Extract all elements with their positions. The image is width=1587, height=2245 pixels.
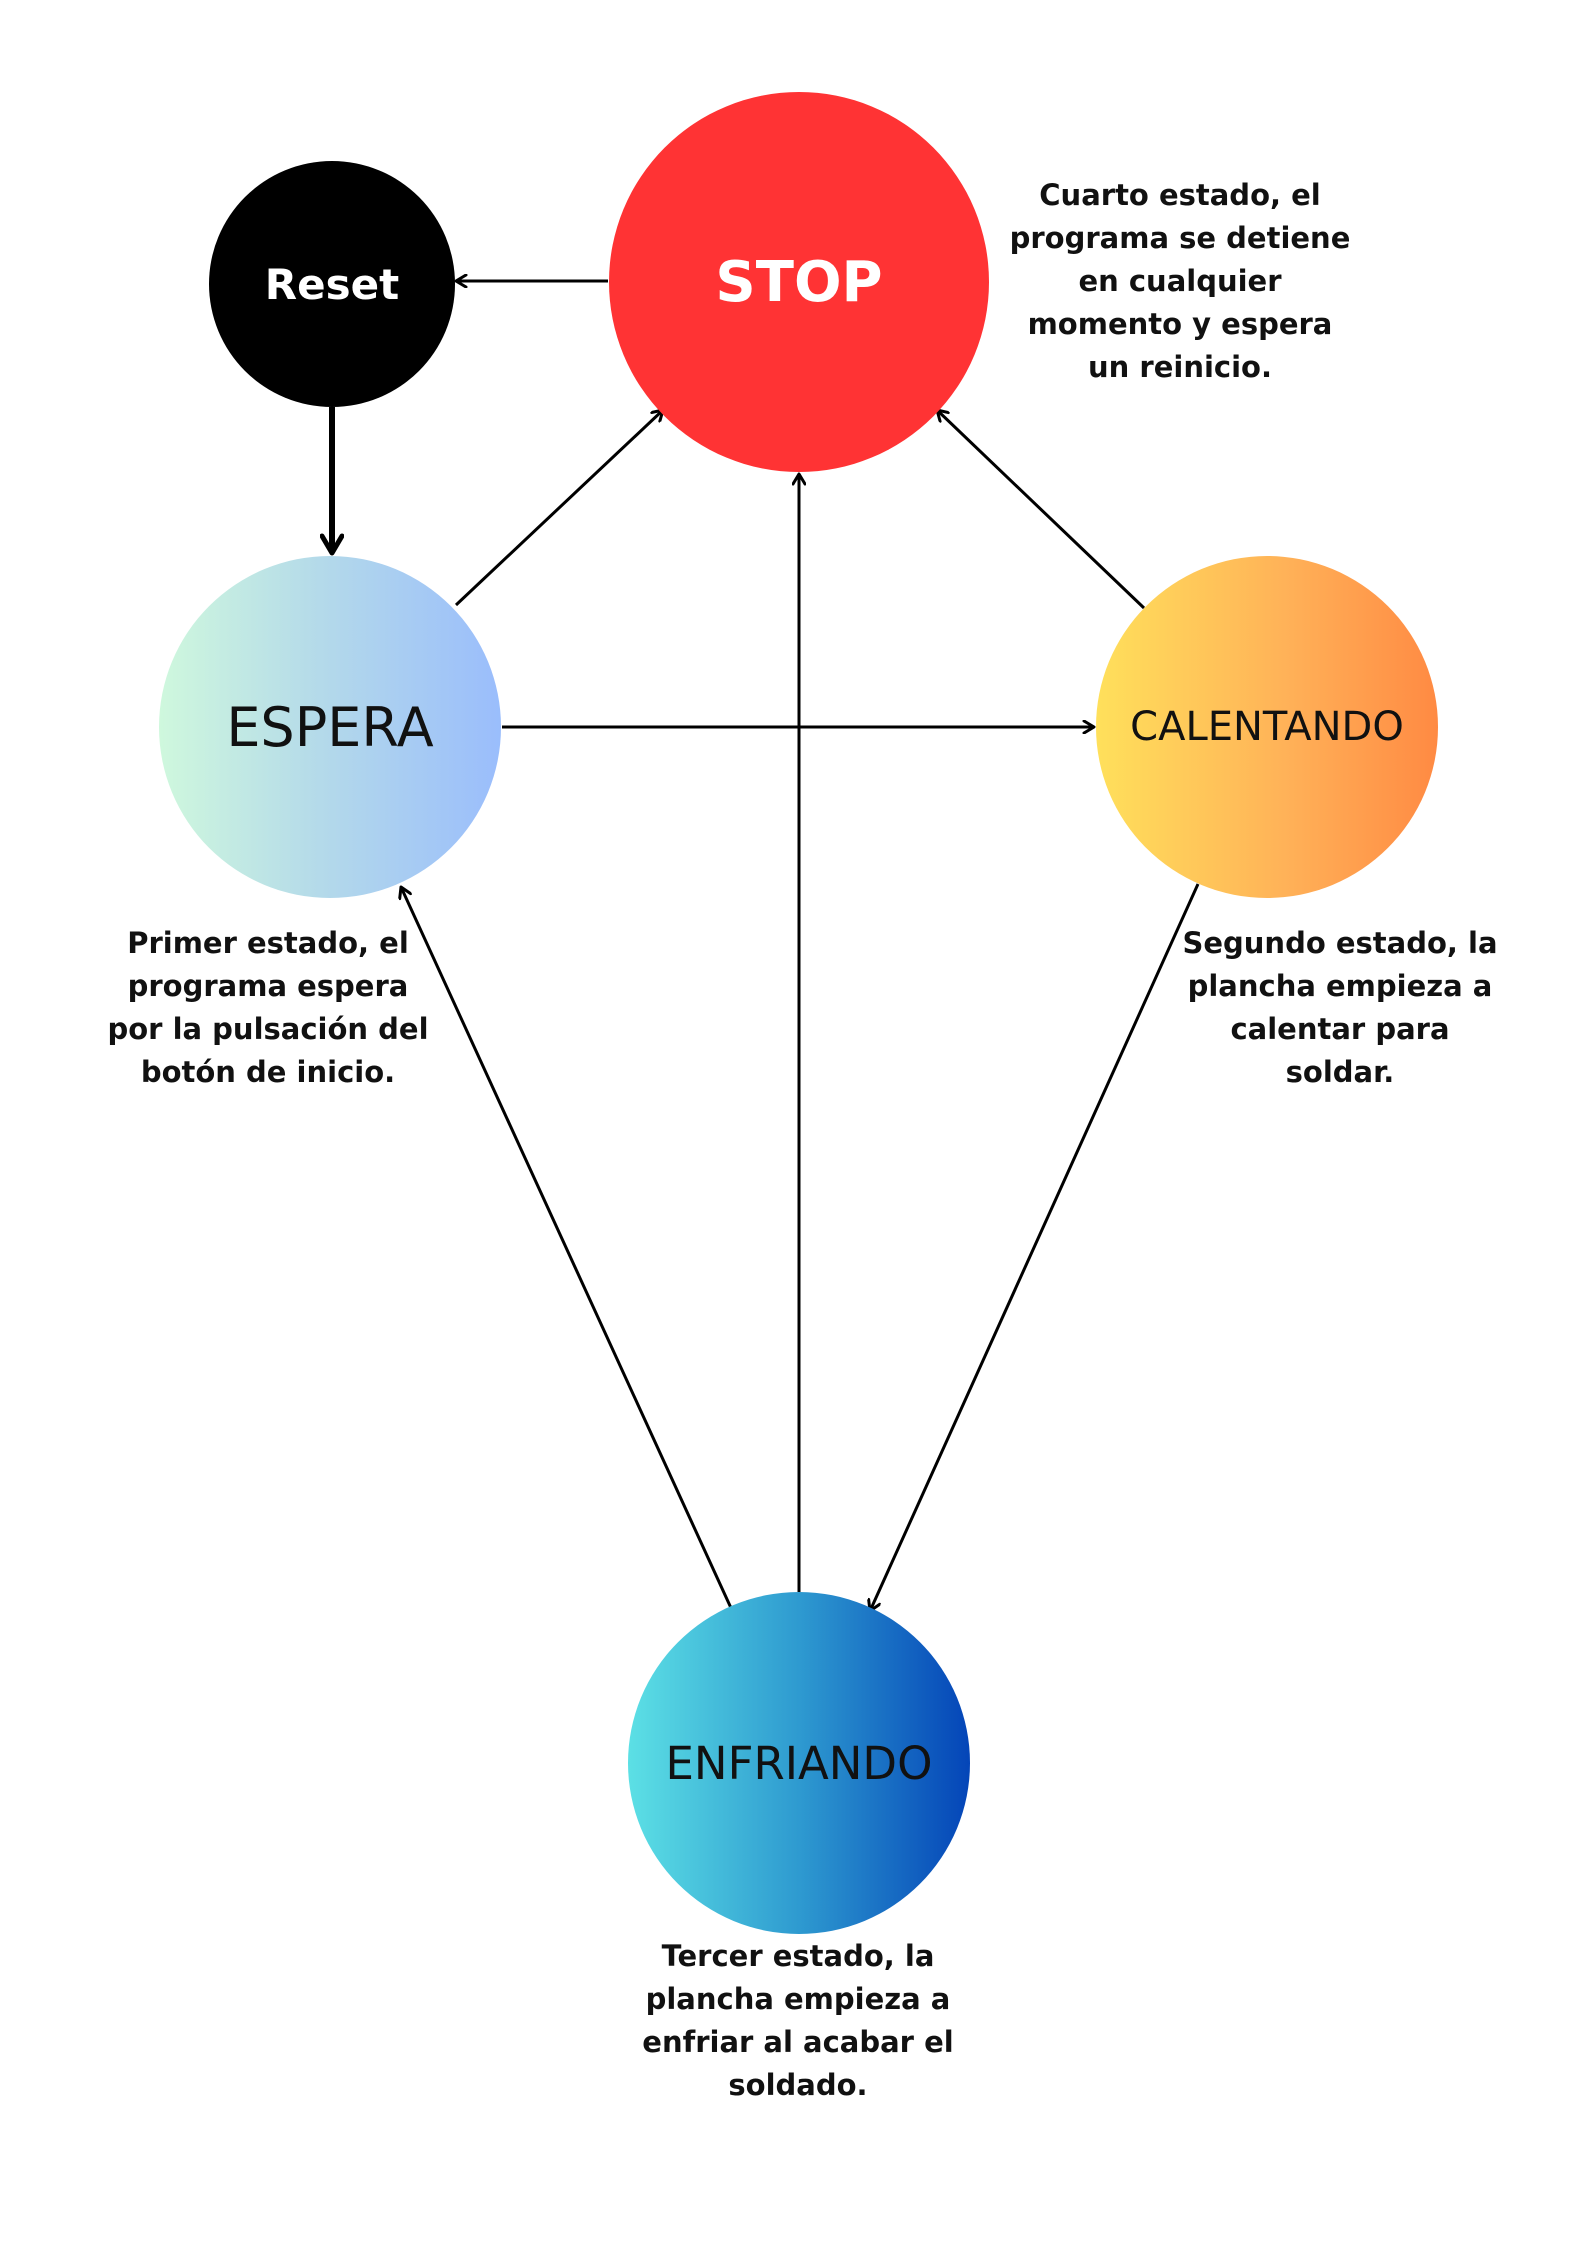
note-line: un reinicio. <box>1088 350 1272 384</box>
note-line: programa se detiene <box>1009 221 1351 255</box>
stop-node: STOP <box>609 92 989 472</box>
note-line: soldar. <box>1285 1055 1395 1089</box>
note-line: momento y espera <box>1027 307 1333 341</box>
arrow-espera-to-stop <box>454 410 663 607</box>
note-line: Cuarto estado, el <box>1039 178 1321 212</box>
espera-description: Primer estado, el programa espera por la… <box>48 922 488 1094</box>
arrow-calentando-to-enfriando <box>870 883 1200 1611</box>
note-line: botón de inicio. <box>140 1055 396 1089</box>
reset-node: Reset <box>209 161 455 407</box>
note-line: soldado. <box>728 2068 868 2102</box>
calentando-node: CALENTANDO <box>1096 556 1438 898</box>
enfriando-node: ENFRIANDO <box>628 1592 970 1934</box>
note-line: plancha empieza a <box>1187 969 1493 1003</box>
enfriando-label: ENFRIANDO <box>665 1736 933 1790</box>
arrow-enfriando-to-espera <box>401 887 733 1609</box>
note-line: calentar para <box>1230 1012 1450 1046</box>
note-line: programa espera <box>127 969 409 1003</box>
stop-label: STOP <box>715 249 883 315</box>
note-line: enfriar al acabar el <box>642 2025 954 2059</box>
espera-node: ESPERA <box>159 556 501 898</box>
arrow-calentando-to-stop <box>937 410 1146 610</box>
note-line: plancha empieza a <box>645 1982 951 2016</box>
note-line: Primer estado, el <box>127 926 409 960</box>
note-line: Tercer estado, la <box>661 1939 935 1973</box>
reset-label: Reset <box>264 259 400 309</box>
note-line: en cualquier <box>1078 264 1282 298</box>
note-line: por la pulsación del <box>107 1012 429 1046</box>
espera-label: ESPERA <box>226 695 434 759</box>
calentando-description: Segundo estado, la plancha empieza a cal… <box>1120 922 1560 1094</box>
enfriando-description: Tercer estado, la plancha empieza a enfr… <box>578 1935 1018 2107</box>
stop-description: Cuarto estado, el programa se detiene en… <box>960 174 1400 389</box>
calentando-label: CALENTANDO <box>1130 704 1404 750</box>
note-line: Segundo estado, la <box>1182 926 1498 960</box>
